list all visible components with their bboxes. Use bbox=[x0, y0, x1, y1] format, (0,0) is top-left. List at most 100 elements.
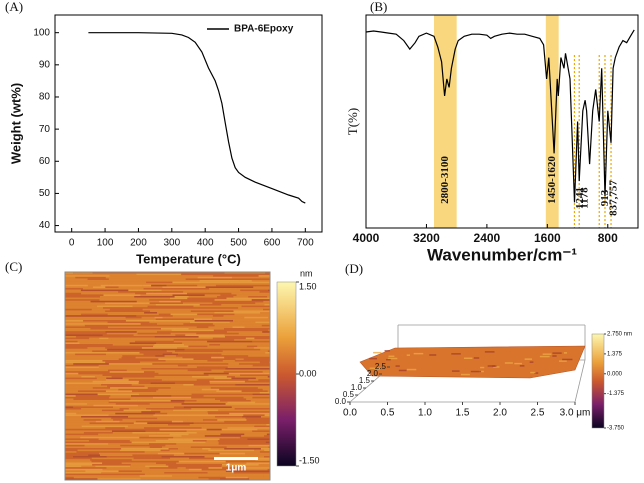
afm-texture bbox=[146, 292, 188, 295]
marker-label: 1178 bbox=[579, 187, 591, 209]
afm-texture bbox=[243, 395, 270, 397]
afm-texture bbox=[109, 308, 143, 311]
afm-texture bbox=[65, 336, 76, 338]
afm-texture bbox=[65, 409, 102, 412]
afm-texture bbox=[118, 358, 159, 360]
x-tick-label: 2400 bbox=[474, 231, 501, 245]
afm-texture bbox=[65, 460, 92, 463]
afm-texture bbox=[90, 300, 137, 303]
afm-texture bbox=[121, 356, 136, 359]
afm-texture bbox=[65, 467, 107, 469]
afm-texture bbox=[189, 425, 204, 428]
afm-texture bbox=[107, 312, 145, 314]
afm-texture bbox=[209, 380, 245, 383]
afm-texture bbox=[162, 324, 184, 327]
afm-texture bbox=[121, 462, 157, 464]
afm-texture bbox=[202, 448, 211, 450]
afm-texture bbox=[231, 342, 270, 344]
marker-label: 837,757 bbox=[608, 180, 620, 216]
afm-texture bbox=[124, 427, 145, 429]
afm-texture bbox=[151, 284, 167, 287]
afm-texture bbox=[120, 472, 165, 474]
surface bbox=[359, 345, 586, 379]
afm-texture bbox=[185, 467, 209, 469]
afm-texture bbox=[232, 276, 261, 279]
afm-texture bbox=[233, 320, 269, 322]
afm-texture bbox=[192, 372, 204, 375]
afm-texture bbox=[149, 352, 173, 354]
afm-texture bbox=[166, 284, 198, 287]
surface-texture bbox=[563, 352, 568, 354]
afm-texture bbox=[65, 473, 113, 476]
afm-texture bbox=[65, 452, 78, 455]
afm-texture bbox=[261, 432, 270, 434]
afm-texture bbox=[65, 308, 75, 311]
afm-texture bbox=[230, 404, 251, 407]
afm-texture bbox=[65, 292, 82, 295]
afm-texture bbox=[98, 323, 141, 325]
afm-texture bbox=[158, 372, 193, 375]
afm-texture bbox=[252, 364, 270, 367]
afm-texture bbox=[226, 297, 252, 300]
afm-texture bbox=[137, 400, 171, 402]
afm-texture bbox=[264, 414, 270, 416]
colorbar-tick-label: -1.50 bbox=[299, 455, 320, 465]
afm-texture bbox=[108, 337, 121, 340]
afm-texture bbox=[268, 446, 270, 448]
afm-texture bbox=[65, 462, 103, 464]
afm-texture bbox=[263, 473, 270, 476]
afm-texture bbox=[65, 304, 101, 306]
afm-texture bbox=[216, 366, 228, 368]
afm-texture bbox=[91, 457, 101, 460]
afm-texture bbox=[165, 444, 177, 447]
surface-texture bbox=[373, 351, 382, 354]
afm-texture bbox=[255, 401, 270, 404]
afm-texture bbox=[65, 451, 77, 453]
afm-texture bbox=[259, 392, 270, 394]
afm-texture bbox=[83, 448, 122, 450]
afm-texture bbox=[111, 329, 160, 332]
afm-texture bbox=[138, 438, 169, 440]
afm-texture bbox=[173, 275, 188, 277]
afm-texture bbox=[141, 316, 155, 319]
afm-texture bbox=[100, 292, 136, 295]
afm-texture bbox=[95, 465, 131, 468]
afm-texture bbox=[87, 284, 101, 287]
afm-texture bbox=[245, 417, 270, 420]
afm-texture bbox=[108, 278, 142, 280]
afm-texture bbox=[240, 379, 249, 381]
afm-texture bbox=[163, 393, 192, 396]
afm-texture bbox=[239, 273, 270, 276]
afm-texture bbox=[90, 328, 123, 330]
afm-texture bbox=[65, 275, 110, 277]
afm-texture bbox=[104, 358, 119, 360]
afm-texture bbox=[242, 284, 270, 287]
afm-texture bbox=[65, 475, 80, 477]
surface-texture bbox=[484, 351, 495, 353]
afm-texture bbox=[149, 310, 191, 312]
afm-texture bbox=[226, 331, 263, 333]
afm-texture bbox=[250, 329, 269, 332]
afm-texture bbox=[265, 441, 270, 444]
afm-texture bbox=[215, 462, 247, 464]
afm-texture bbox=[131, 384, 174, 386]
afm-texture bbox=[219, 475, 236, 477]
afm-texture bbox=[138, 380, 178, 383]
afm-texture bbox=[186, 430, 199, 432]
afm-texture bbox=[75, 276, 106, 279]
afm-texture bbox=[65, 398, 74, 400]
afm-texture bbox=[235, 384, 270, 386]
afm-texture bbox=[146, 318, 156, 320]
afm-texture bbox=[109, 275, 133, 277]
surface-texture bbox=[514, 362, 522, 365]
afm-texture bbox=[111, 430, 146, 432]
afm-texture bbox=[65, 390, 78, 392]
afm-texture bbox=[65, 355, 91, 357]
afm-texture bbox=[263, 300, 270, 303]
afm-texture bbox=[222, 467, 244, 469]
afm-texture bbox=[142, 284, 152, 287]
afm-texture bbox=[65, 380, 93, 383]
afm-texture bbox=[119, 449, 161, 452]
depth-tick-label: 2.0 bbox=[367, 369, 379, 378]
afm-texture bbox=[225, 368, 251, 370]
